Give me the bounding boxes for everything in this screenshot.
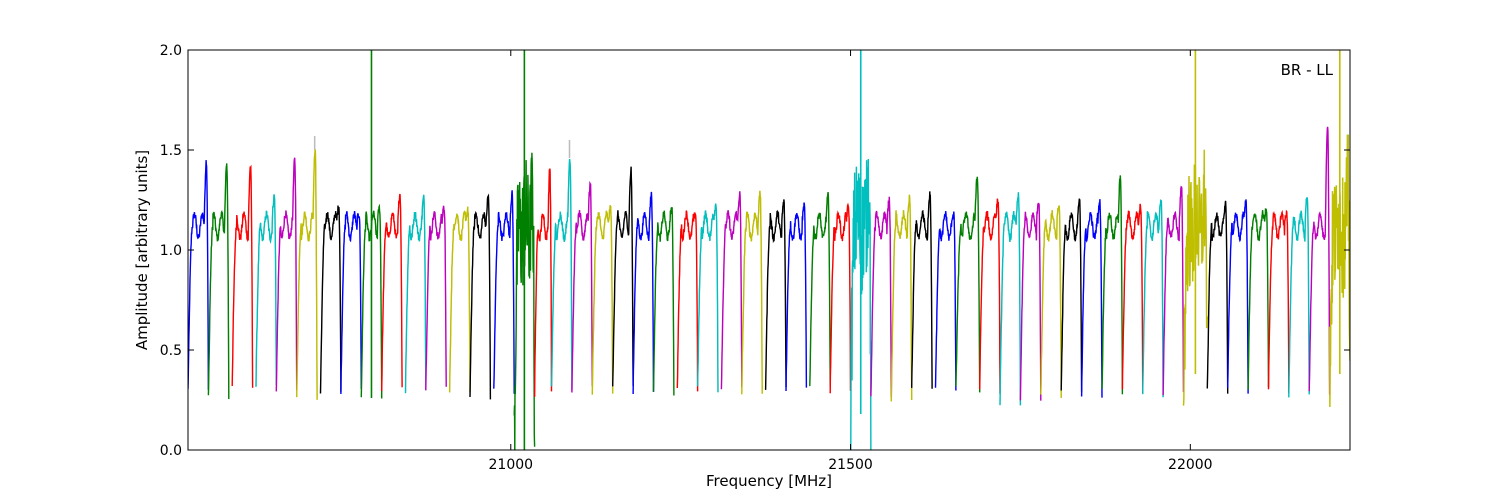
series-line bbox=[469, 193, 492, 400]
series-line bbox=[1308, 126, 1331, 395]
series-line bbox=[188, 160, 210, 390]
series-line bbox=[809, 192, 831, 387]
series-line bbox=[1206, 200, 1229, 394]
series-line bbox=[696, 203, 719, 393]
y-tick-label: 0.5 bbox=[160, 343, 182, 359]
series-line bbox=[425, 205, 447, 391]
series-line bbox=[275, 157, 298, 392]
series-line bbox=[764, 199, 787, 390]
series-line bbox=[1101, 175, 1124, 395]
x-tick-label: 21500 bbox=[828, 457, 873, 473]
series-line bbox=[676, 210, 699, 392]
series-line bbox=[870, 196, 892, 398]
x-axis-ticks: 21000 21500 22000 bbox=[489, 50, 1213, 473]
series-line bbox=[404, 194, 427, 394]
series-line bbox=[550, 158, 573, 391]
series-line bbox=[207, 163, 230, 400]
series-line bbox=[741, 190, 763, 395]
series-line bbox=[720, 191, 743, 390]
series-line bbox=[255, 194, 277, 387]
x-axis-label: Frequency [MHz] bbox=[706, 472, 832, 490]
series-line bbox=[999, 192, 1022, 406]
series-line bbox=[533, 168, 553, 397]
series-line bbox=[231, 164, 254, 388]
y-axis-label: Amplitude [arbitrary units] bbox=[133, 150, 151, 350]
series-line bbox=[591, 205, 614, 395]
series-line bbox=[340, 211, 362, 395]
series-line bbox=[785, 202, 808, 392]
series-line bbox=[1288, 197, 1310, 398]
series-line bbox=[381, 193, 403, 392]
series-line bbox=[632, 191, 655, 395]
series-line bbox=[955, 176, 981, 393]
x-tick-label: 22000 bbox=[1168, 457, 1213, 473]
series-line bbox=[979, 198, 1001, 394]
panel-annotation: BR - LL bbox=[1281, 61, 1334, 79]
series-line bbox=[1162, 185, 1185, 396]
series-line bbox=[934, 211, 957, 391]
series-line bbox=[829, 202, 852, 394]
series-layer bbox=[188, 50, 1350, 450]
series-line bbox=[448, 206, 471, 393]
y-tick-label: 1.5 bbox=[160, 143, 182, 159]
series-line bbox=[1142, 199, 1164, 398]
series-line bbox=[1121, 203, 1144, 394]
series-line bbox=[493, 190, 515, 394]
y-tick-label: 0.0 bbox=[160, 443, 182, 459]
x-tick-label: 21000 bbox=[489, 457, 534, 473]
series-line bbox=[911, 191, 933, 389]
series-line bbox=[1227, 199, 1249, 394]
y-axis-ticks: 0.0 0.5 1.0 1.5 2.0 bbox=[160, 43, 1350, 459]
series-line bbox=[652, 206, 675, 396]
series-line bbox=[319, 205, 342, 394]
series-line bbox=[296, 149, 318, 400]
series-line bbox=[1080, 199, 1103, 398]
series-line bbox=[1247, 208, 1270, 390]
series-line bbox=[890, 194, 913, 402]
y-tick-label: 2.0 bbox=[160, 43, 182, 59]
y-tick-label: 1.0 bbox=[160, 243, 182, 259]
series-line bbox=[612, 166, 634, 387]
series-line bbox=[1019, 202, 1042, 401]
series-line bbox=[1267, 209, 1290, 394]
series-line bbox=[1040, 205, 1062, 398]
series-line bbox=[571, 180, 593, 393]
series-line bbox=[1060, 198, 1083, 392]
